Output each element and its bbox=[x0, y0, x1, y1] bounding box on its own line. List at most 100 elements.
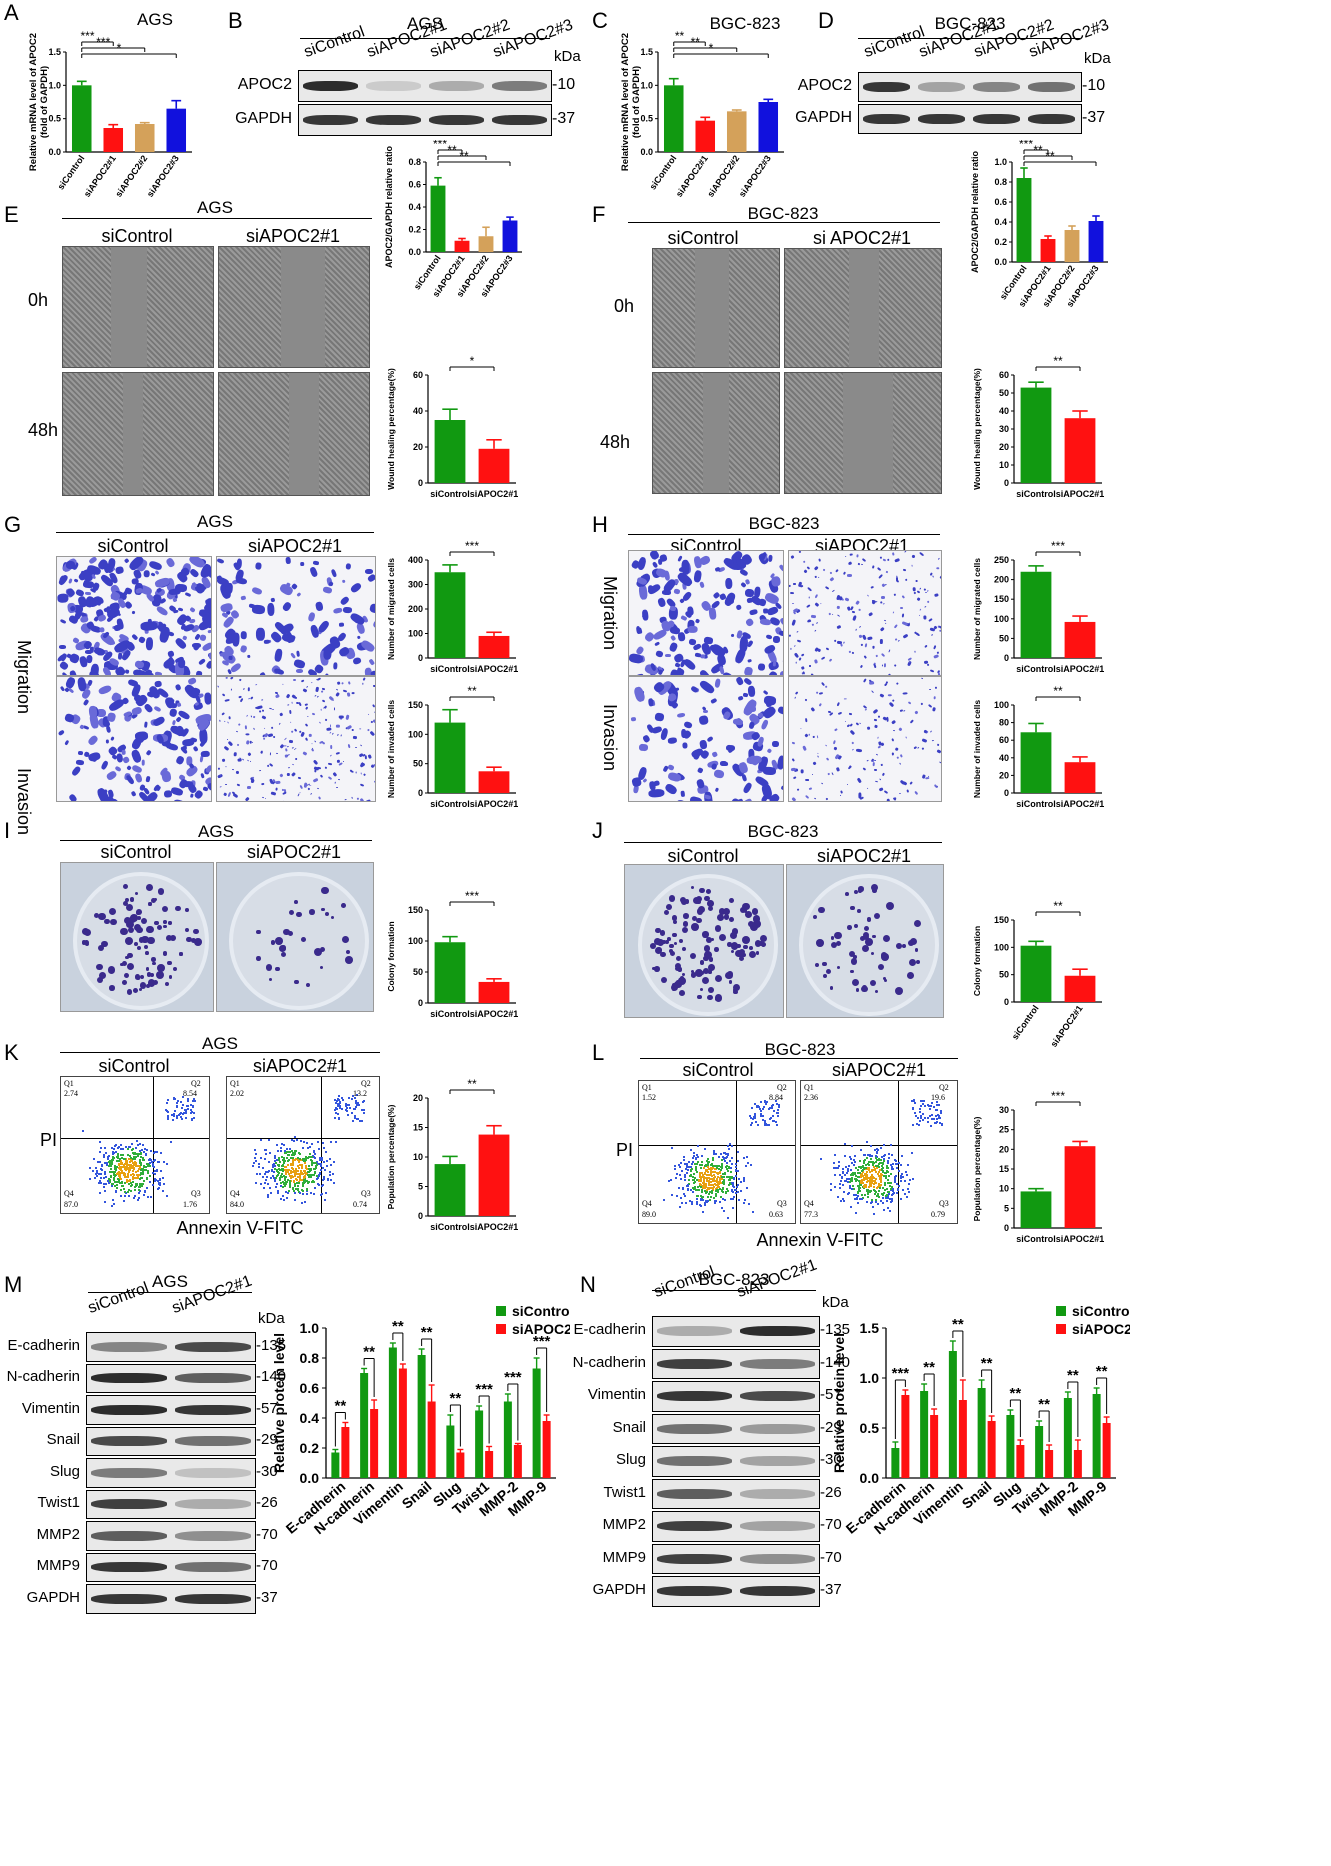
event-dot bbox=[882, 1196, 885, 1199]
cell-mark bbox=[839, 794, 842, 797]
cell-mark bbox=[285, 747, 288, 752]
blot-strip bbox=[86, 1332, 256, 1362]
event-dot bbox=[697, 1155, 700, 1158]
event-dot bbox=[727, 1166, 730, 1169]
event-dot bbox=[278, 1156, 281, 1159]
y-tick-label: 0 bbox=[418, 998, 423, 1008]
bar bbox=[1064, 1146, 1096, 1228]
colony-mark bbox=[706, 888, 711, 894]
cell-mark bbox=[836, 766, 841, 772]
cell-mark bbox=[886, 798, 890, 801]
cell-mark bbox=[873, 664, 877, 669]
cell-mark bbox=[719, 761, 727, 767]
colony-mark bbox=[883, 935, 891, 943]
event-dot bbox=[712, 1180, 715, 1183]
event-dot bbox=[95, 1174, 98, 1177]
cell-mark bbox=[323, 646, 333, 660]
y-tick-label: 0.0 bbox=[860, 1470, 880, 1486]
event-dot bbox=[352, 1094, 355, 1097]
event-dot bbox=[670, 1178, 673, 1181]
y-axis-label: Colony formation bbox=[972, 926, 982, 996]
sig-label: *** bbox=[504, 1369, 522, 1386]
event-dot bbox=[122, 1164, 125, 1167]
cell-mark bbox=[121, 589, 129, 599]
event-dot bbox=[688, 1179, 691, 1182]
cell-mark bbox=[226, 677, 229, 680]
event-dot bbox=[691, 1156, 694, 1159]
cell-mark bbox=[263, 737, 266, 741]
event-dot bbox=[129, 1158, 132, 1161]
event-dot bbox=[848, 1155, 851, 1158]
event-dot bbox=[113, 1202, 116, 1205]
event-dot bbox=[255, 1160, 258, 1163]
panel-h-row-0: Migration bbox=[600, 576, 620, 651]
cell-mark bbox=[283, 737, 287, 741]
event-dot bbox=[339, 1105, 342, 1108]
event-dot bbox=[888, 1209, 891, 1212]
category-label: siAPOC2#1 bbox=[1056, 1234, 1105, 1244]
cell-mark bbox=[898, 792, 901, 795]
event-dot bbox=[882, 1170, 885, 1173]
cell-mark bbox=[891, 611, 895, 614]
event-dot bbox=[336, 1112, 339, 1115]
event-dot bbox=[848, 1187, 851, 1190]
event-dot bbox=[124, 1168, 127, 1171]
event-dot bbox=[875, 1187, 878, 1190]
event-dot bbox=[104, 1182, 107, 1185]
sig-label: ** bbox=[675, 30, 685, 43]
blot-strip bbox=[86, 1552, 256, 1582]
event-dot bbox=[885, 1187, 888, 1190]
wound-image bbox=[218, 372, 370, 496]
band bbox=[657, 1423, 732, 1434]
colony-mark bbox=[702, 931, 709, 938]
cell-mark bbox=[228, 715, 231, 720]
cell-mark bbox=[915, 580, 918, 582]
cell-mark bbox=[105, 739, 110, 745]
event-dot bbox=[737, 1150, 740, 1153]
event-dot bbox=[119, 1178, 122, 1181]
event-dot bbox=[98, 1180, 101, 1183]
cell-mark bbox=[316, 677, 322, 681]
event-dot bbox=[338, 1095, 341, 1098]
event-dot bbox=[707, 1199, 710, 1202]
cell-mark bbox=[337, 681, 341, 685]
event-dot bbox=[882, 1166, 885, 1169]
panel-label-f: F bbox=[592, 202, 606, 227]
cell-mark bbox=[235, 795, 238, 798]
cell-mark bbox=[739, 568, 749, 576]
event-dot bbox=[678, 1165, 681, 1168]
colony-mark bbox=[914, 948, 919, 952]
event-dot bbox=[726, 1153, 729, 1156]
cell-mark bbox=[302, 750, 308, 755]
colony-mark bbox=[138, 937, 144, 943]
event-dot bbox=[137, 1165, 140, 1168]
colony-mark bbox=[670, 984, 678, 992]
band bbox=[657, 1391, 732, 1402]
event-dot bbox=[325, 1159, 328, 1162]
colony-mark bbox=[707, 900, 714, 907]
event-dot bbox=[145, 1149, 148, 1152]
event-dot bbox=[311, 1159, 314, 1162]
event-dot bbox=[270, 1170, 273, 1173]
event-dot bbox=[154, 1180, 157, 1183]
cell-mark bbox=[780, 785, 783, 791]
colony-mark bbox=[755, 951, 760, 956]
bar bbox=[987, 1421, 996, 1478]
bar bbox=[398, 1368, 407, 1478]
event-dot bbox=[847, 1193, 850, 1196]
protein-label: N-cadherin bbox=[572, 1353, 646, 1371]
event-dot bbox=[878, 1163, 881, 1166]
cell-mark bbox=[804, 778, 810, 782]
cell-mark bbox=[331, 568, 338, 578]
event-dot bbox=[868, 1191, 871, 1194]
colony-mark bbox=[96, 963, 103, 970]
cell-mark bbox=[699, 739, 708, 750]
event-dot bbox=[734, 1168, 737, 1171]
cell-mark bbox=[237, 783, 241, 787]
event-dot bbox=[161, 1189, 164, 1192]
band bbox=[740, 1358, 815, 1369]
cell-mark bbox=[828, 712, 834, 717]
cell-mark bbox=[313, 694, 317, 698]
event-dot bbox=[298, 1191, 301, 1194]
event-dot bbox=[273, 1163, 276, 1166]
